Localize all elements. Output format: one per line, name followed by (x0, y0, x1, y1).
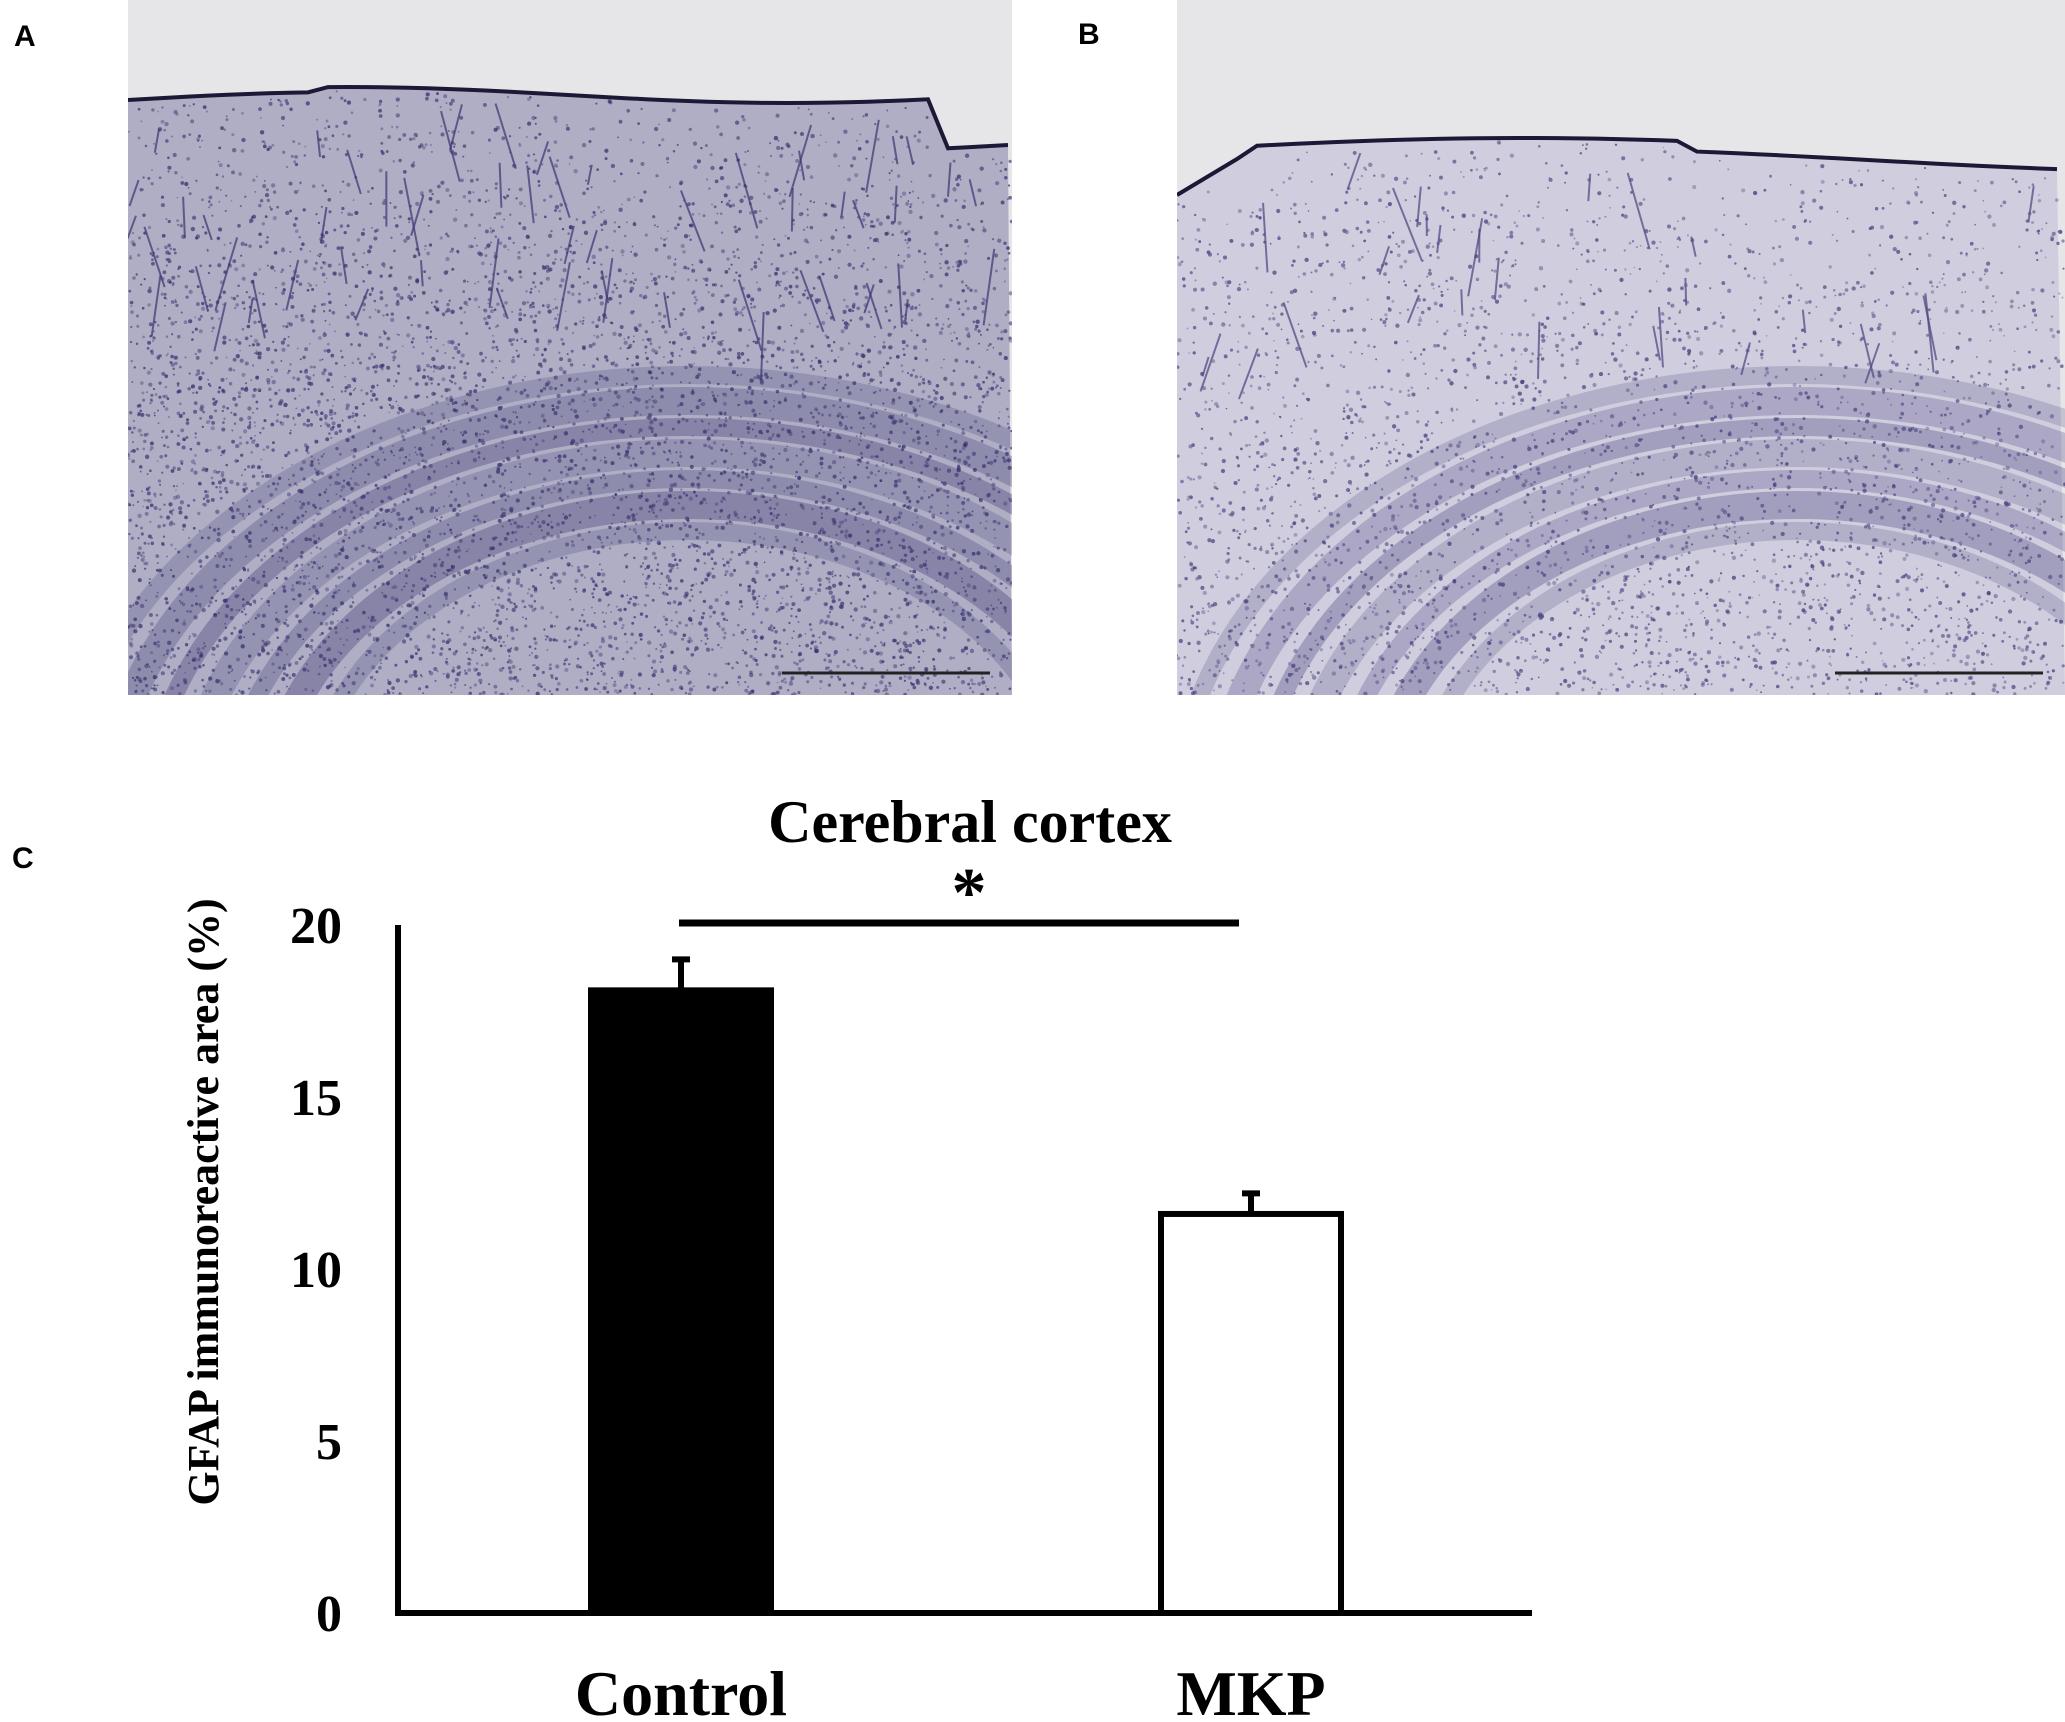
y-axis-label: GFAP immunoreactive area (%) (179, 898, 228, 1505)
chart-title: Cerebral cortex (768, 789, 1172, 855)
y-tick-label: 10 (290, 1242, 342, 1299)
significance-marker: * (952, 855, 987, 932)
y-tick-label: 5 (316, 1414, 342, 1471)
bar-chart: Cerebral cortex GFAP immunoreactive area… (179, 789, 1532, 1722)
panel-label-c: C (12, 842, 34, 875)
bar-control (588, 987, 774, 1617)
panel-label-b: B (1078, 18, 1100, 51)
panel-label-a: A (14, 20, 36, 53)
y-tick-label: 15 (290, 1070, 342, 1127)
y-tick-label: 0 (316, 1586, 342, 1643)
x-tick-label: MKP (1176, 1658, 1325, 1722)
y-tick-label: 20 (290, 898, 342, 955)
bar-mkp (1158, 1210, 1344, 1616)
micrograph-mkp (1177, 0, 2065, 695)
micrograph-control (128, 0, 1012, 695)
x-tick-label: Control (575, 1658, 787, 1722)
